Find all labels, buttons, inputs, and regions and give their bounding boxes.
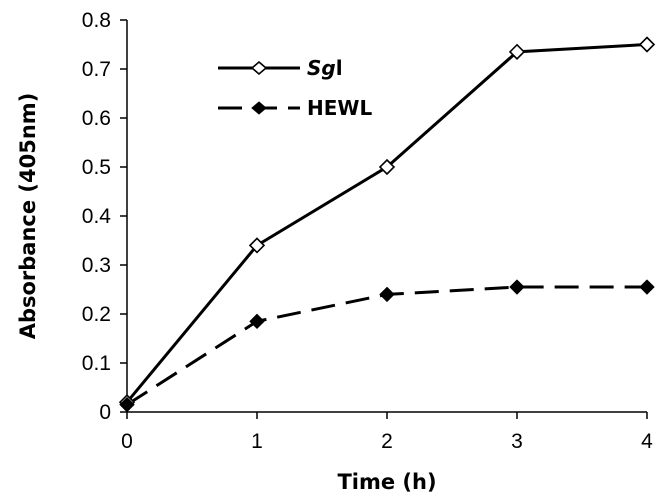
data-point-hewl [379, 286, 395, 303]
y-tick-label: 0.7 [82, 58, 111, 81]
x-ticks: 0 1 2 3 4 [121, 412, 653, 453]
data-point-hewl [509, 279, 525, 295]
series-line-hewl [126, 285, 647, 406]
y-tick-label: 0.1 [82, 352, 111, 375]
data-point-sgl [508, 43, 526, 60]
y-tick-label: 0.6 [82, 107, 111, 130]
y-axis-title: Absorbance (405nm) [16, 93, 40, 340]
x-tick-label: 2 [381, 430, 393, 453]
x-tick-label: 1 [251, 430, 263, 453]
data-point-hewl [249, 313, 265, 330]
legend-item-sgl: Sgl [218, 56, 343, 80]
y-tick-label: 0.5 [82, 156, 111, 179]
legend: Sgl HEWL [218, 56, 372, 120]
legend-marker-sgl [250, 60, 268, 76]
x-tick-label: 3 [511, 430, 523, 453]
y-tick-label: 0.2 [82, 303, 111, 326]
data-point-sgl [248, 237, 266, 254]
x-tick-label: 0 [121, 430, 133, 453]
x-tick-label: 4 [641, 430, 653, 453]
x-axis: 0 1 2 3 4 [121, 411, 653, 453]
y-axis: 0 0.1 0.2 0.3 0.4 0.5 0.6 0.7 0.8 [82, 9, 128, 424]
y-ticks: 0 0.1 0.2 0.3 0.4 0.5 0.6 0.7 0.8 [82, 9, 127, 424]
y-tick-label: 0.4 [82, 205, 112, 228]
data-point-hewl [119, 396, 135, 413]
series-line-sgl [125, 43, 648, 404]
legend-label-hewl: HEWL [307, 96, 372, 120]
data-point-sgl [378, 158, 396, 176]
y-tick-label: 0.8 [82, 9, 111, 32]
x-axis-title: Time (h) [337, 470, 436, 494]
data-point-hewl [639, 279, 655, 295]
plot-area [118, 36, 656, 413]
y-tick-label: 0.3 [82, 254, 111, 277]
legend-label-sgl: Sgl [307, 56, 343, 80]
legend-item-hewl: HEWL [218, 96, 372, 120]
data-point-sgl [638, 36, 656, 53]
legend-marker-hewl [251, 101, 267, 115]
y-tick-label: 0 [99, 401, 111, 424]
